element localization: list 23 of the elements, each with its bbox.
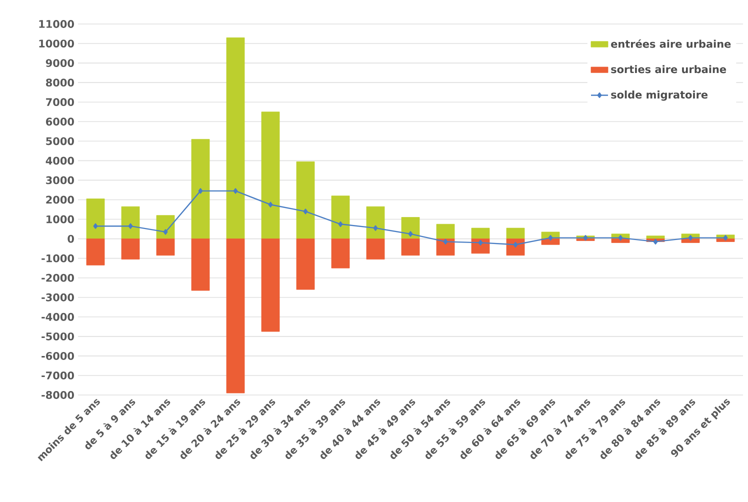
y-tick-label: 1000	[46, 215, 74, 224]
legend-label: solde migratoire	[611, 90, 708, 101]
y-tick-label: 10000	[39, 40, 74, 48]
y-tick-label: 4000	[46, 156, 74, 165]
y-tick-label: -2000	[42, 274, 74, 282]
legend-label: sorties aire urbaine	[611, 65, 726, 74]
y-tick-label: 3000	[46, 176, 74, 184]
y-tick-label: 8000	[46, 78, 74, 87]
y-tick-label: 6000	[46, 118, 74, 126]
y-tick-label: -5000	[42, 332, 74, 340]
y-tick-label: -4000	[42, 312, 74, 321]
y-tick-label: 7000	[46, 98, 74, 106]
y-tick-label: -8000	[42, 391, 74, 399]
y-tick-label: -3000	[42, 293, 74, 302]
y-tick-label: -7000	[42, 372, 74, 380]
y-tick-label: 9000	[46, 59, 74, 67]
y-tick-label: 11000	[39, 20, 74, 28]
y-tick-label: 2000	[46, 196, 74, 204]
legend-label: entrées aire urbaine	[611, 39, 731, 48]
y-tick-label: 5000	[46, 137, 74, 146]
y-tick-label: -1000	[42, 254, 74, 262]
y-tick-label: 0	[68, 234, 74, 243]
y-tick-label: -6000	[42, 352, 74, 360]
